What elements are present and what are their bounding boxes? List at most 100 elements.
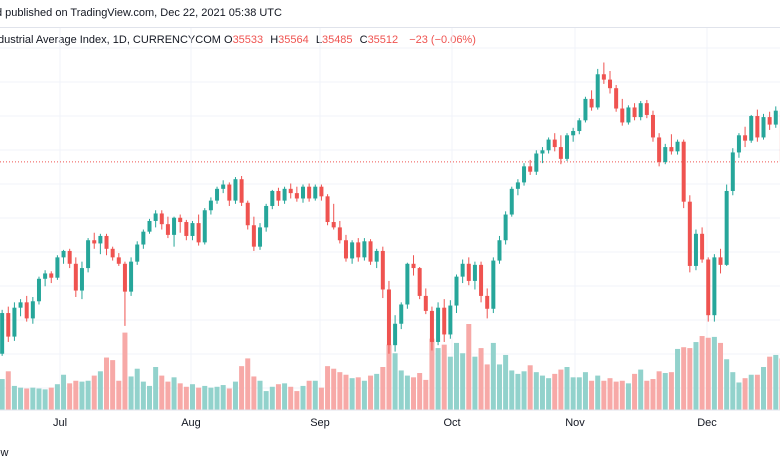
candle xyxy=(43,273,48,279)
price-chart[interactable]: Jul Aug Sep Oct Nov Dec xyxy=(0,28,780,440)
candle xyxy=(693,233,698,266)
volume-bar xyxy=(582,372,588,410)
volume-bar xyxy=(607,378,613,410)
volume-bar xyxy=(312,380,318,410)
volume-bar xyxy=(552,373,558,410)
high-value: 35564 xyxy=(278,34,309,46)
volume-bar xyxy=(754,374,760,410)
volume-bar xyxy=(718,342,724,410)
candle xyxy=(724,190,729,265)
open-value: 35533 xyxy=(232,34,264,46)
candle xyxy=(454,276,459,306)
candle xyxy=(700,233,705,260)
low-label: L xyxy=(315,34,322,46)
candle xyxy=(313,186,318,199)
volume-bar xyxy=(662,373,668,410)
candle xyxy=(466,263,471,281)
volume-bar xyxy=(67,383,73,410)
volume-bar xyxy=(515,373,521,410)
candle xyxy=(583,98,588,121)
candle xyxy=(98,235,103,244)
volume-bar xyxy=(0,379,5,410)
volume-bar xyxy=(693,342,699,410)
candle xyxy=(141,231,146,245)
candle xyxy=(663,147,668,163)
candle xyxy=(503,214,508,241)
volume-bar xyxy=(257,380,263,410)
volume-bar xyxy=(687,348,693,410)
volume-bar xyxy=(724,359,730,410)
volume-bar xyxy=(509,370,515,410)
candle xyxy=(706,259,711,316)
volume-bar xyxy=(42,389,48,410)
volume-bar xyxy=(748,374,754,410)
x-tick-label: Aug xyxy=(181,417,201,429)
candle xyxy=(534,153,539,172)
candle xyxy=(270,190,275,206)
volume-bar xyxy=(165,381,171,410)
candle xyxy=(18,302,23,308)
candle xyxy=(122,263,127,292)
volume-bar xyxy=(325,366,331,410)
volume-bar xyxy=(104,357,110,410)
candle xyxy=(196,223,201,243)
candle xyxy=(24,302,29,319)
x-tick-label: Jul xyxy=(53,417,67,429)
volume-bar xyxy=(411,377,417,410)
x-tick-label: Oct xyxy=(443,417,460,429)
candle xyxy=(608,79,612,89)
volume-bar xyxy=(202,385,208,410)
volume-bar xyxy=(61,374,67,410)
volume-bar xyxy=(159,375,165,410)
volume-bar xyxy=(625,383,631,410)
candle xyxy=(405,263,410,305)
volume-bar xyxy=(484,364,490,410)
candle xyxy=(429,310,434,342)
volume-bar xyxy=(601,380,607,410)
candle xyxy=(356,242,361,258)
volume-bar xyxy=(496,364,502,410)
volume-bar xyxy=(282,383,288,410)
candle xyxy=(86,240,91,269)
candle xyxy=(730,152,735,191)
candle xyxy=(743,135,748,141)
candle xyxy=(301,186,305,199)
volume-bar xyxy=(656,371,662,410)
volume-bar xyxy=(355,377,361,410)
candle xyxy=(577,120,582,132)
candle xyxy=(601,74,606,80)
candle xyxy=(172,217,177,235)
volume-bar xyxy=(435,348,441,410)
volume-bar xyxy=(380,367,386,410)
volume-bar xyxy=(18,387,24,410)
candle xyxy=(626,107,631,123)
candle xyxy=(773,110,778,125)
volume-bar xyxy=(343,374,349,410)
candle xyxy=(393,323,398,346)
close-label: C xyxy=(359,34,368,46)
candle xyxy=(417,268,422,296)
candle xyxy=(681,141,686,202)
candle xyxy=(6,313,11,337)
candle xyxy=(485,295,490,309)
candle xyxy=(215,188,220,201)
candle xyxy=(669,147,674,152)
high-label: H xyxy=(270,34,279,46)
candle xyxy=(343,240,348,259)
candle xyxy=(448,305,453,335)
volume-bar xyxy=(632,373,638,410)
candle xyxy=(337,227,342,241)
volume-bar xyxy=(533,372,539,410)
tradingview-footer: iew xyxy=(0,447,9,459)
volume-bar xyxy=(214,386,220,410)
volume-bar xyxy=(110,360,116,410)
volume-bar xyxy=(24,388,30,410)
volume-bar xyxy=(30,387,36,410)
volume-bar xyxy=(650,379,656,410)
candle xyxy=(294,193,299,199)
candle xyxy=(202,210,207,243)
volume-bar xyxy=(595,375,601,410)
volume-bar xyxy=(558,369,564,410)
candle xyxy=(73,263,78,291)
volume-bar xyxy=(288,386,294,410)
